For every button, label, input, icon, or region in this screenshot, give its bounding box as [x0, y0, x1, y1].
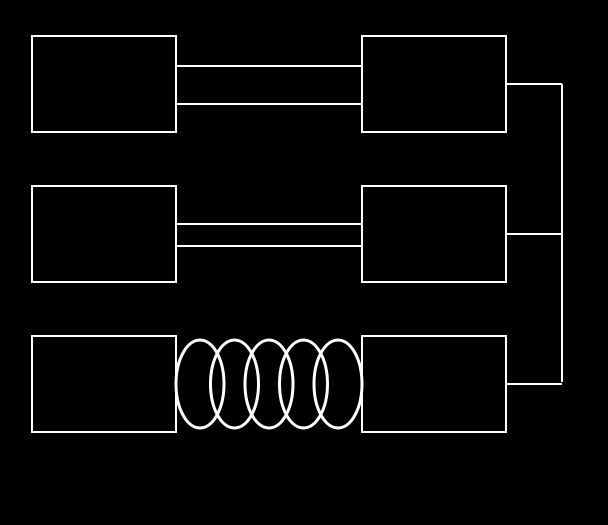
row-3-coil-mask — [174, 338, 364, 430]
connector-diagram — [0, 0, 608, 525]
background — [0, 0, 608, 525]
